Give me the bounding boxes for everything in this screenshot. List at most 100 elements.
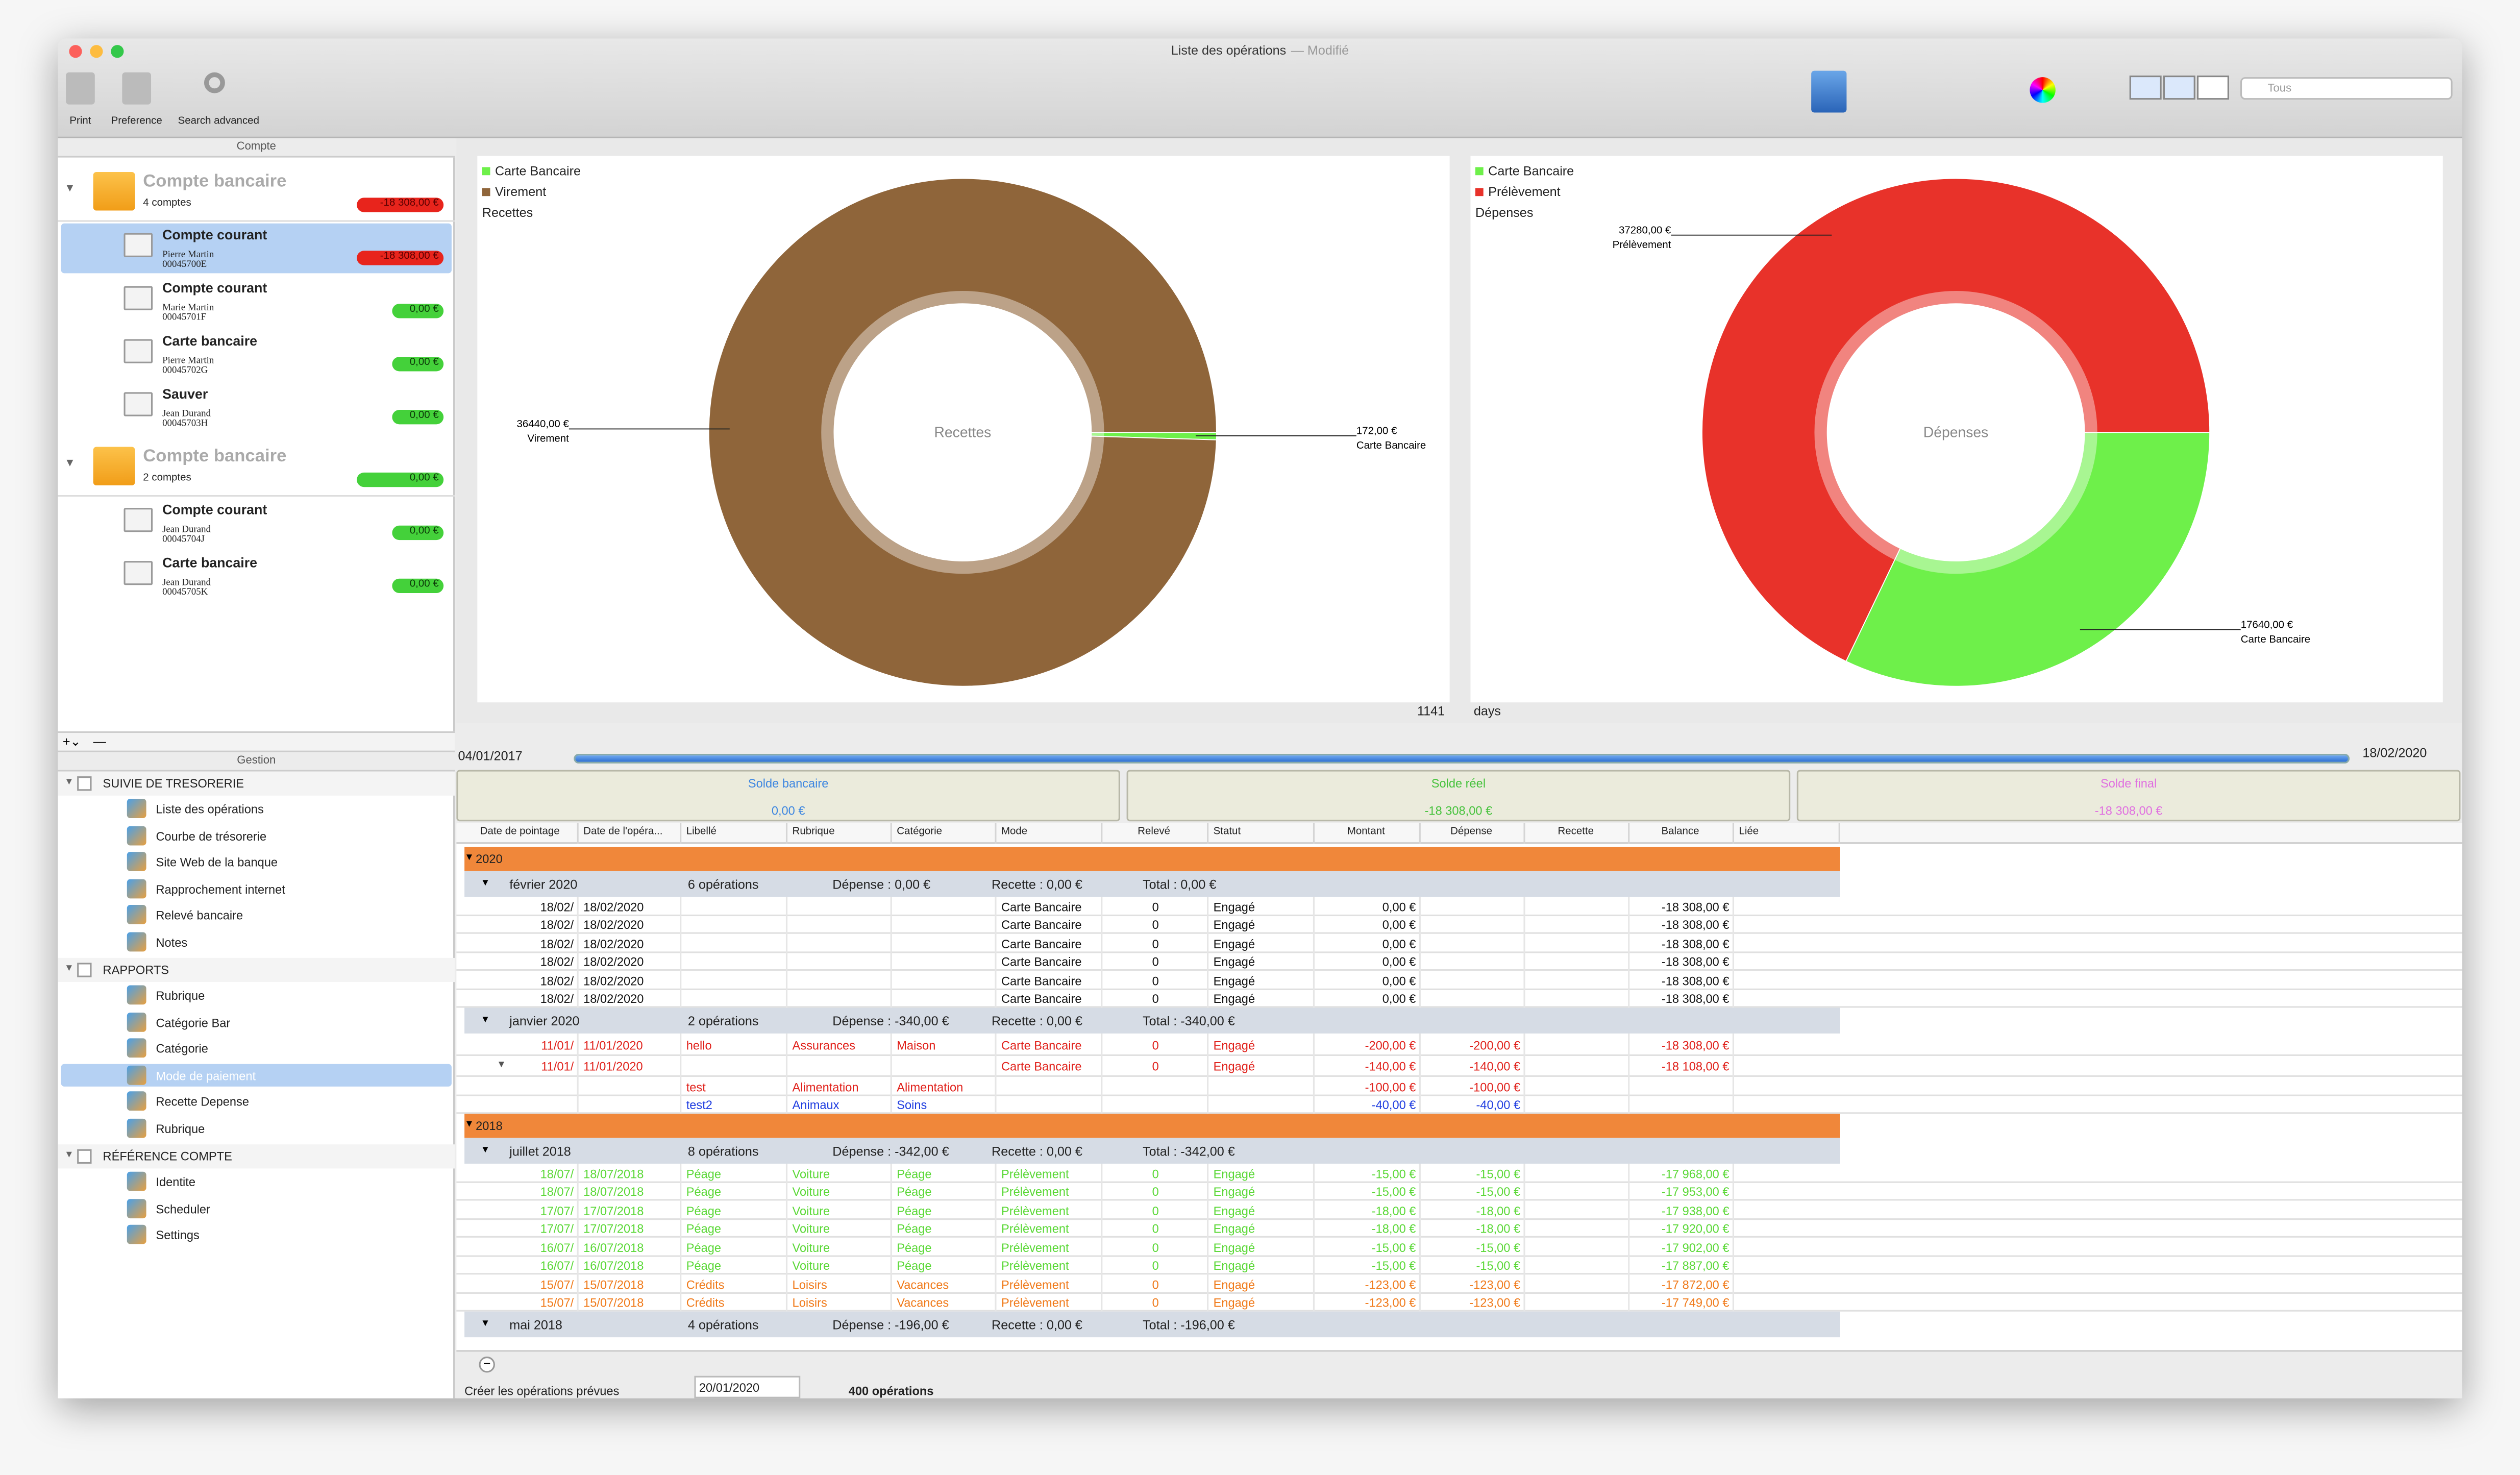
nav-item[interactable]: Mode de paiement [156,1068,256,1083]
color-wheel[interactable] [2030,77,2056,103]
nav-item[interactable]: Rapprochement internet [156,881,285,896]
data-row[interactable] [456,897,2462,916]
column-header[interactable]: Mode [1001,826,1028,838]
toolbar-label[interactable]: Search advanced [178,115,259,127]
data-row[interactable] [456,1055,2462,1077]
data-row[interactable] [456,952,2462,971]
column-header[interactable]: Relevé [1138,826,1170,838]
column-header[interactable]: Montant [1347,826,1385,838]
toolbar-icon[interactable] [122,72,152,105]
column-divider [1207,823,1209,844]
nav-item[interactable]: Identite [156,1175,195,1190]
toolbar-label[interactable]: Preference [111,115,162,127]
data-row[interactable] [456,971,2462,990]
range-start[interactable]: 04/01/2017 [458,749,523,764]
cell-divider [1207,1164,1209,1183]
data-row[interactable] [456,1293,2462,1312]
view-toggle[interactable] [2163,76,2195,100]
data-row[interactable] [456,1238,2462,1257]
column-header[interactable]: Statut [1213,826,1241,838]
data-row[interactable] [456,1256,2462,1275]
cell: Maison [897,1037,936,1052]
column-divider [995,823,997,844]
date-field[interactable]: 20/01/2020 [694,1375,801,1398]
data-row[interactable] [456,1164,2462,1183]
cell: Carte Bancaire [1001,973,1082,988]
cell-divider [785,1182,788,1201]
cell: Péage [686,1184,722,1199]
nav-item[interactable]: Liste des opérations [156,802,264,817]
nav-item[interactable]: Site Web de la banque [156,855,278,870]
data-row[interactable] [456,1274,2462,1293]
account-holder: Jean Durand [162,525,211,535]
calculator-icon[interactable] [1811,70,1847,113]
close-button[interactable] [69,45,82,58]
add-button[interactable]: +⌄ [62,734,81,749]
cell-divider [1523,1164,1525,1183]
view-toggle[interactable] [2129,76,2162,100]
nav-item[interactable]: Catégorie Bar [156,1015,231,1030]
cell-divider [995,1200,997,1219]
range-slider[interactable] [574,753,2350,764]
item-icon [127,1038,146,1058]
cell-divider [1207,971,1209,990]
cell: Engagé [1213,918,1255,932]
data-row[interactable] [456,1034,2462,1055]
view-toggle[interactable] [2196,76,2229,100]
nav-item[interactable]: Settings [156,1227,200,1243]
cell: -18 308,00 € [1661,918,1730,932]
checkbox[interactable] [77,1149,92,1164]
minimize-button[interactable] [90,45,103,58]
data-row[interactable] [456,1219,2462,1238]
column-header[interactable]: Date de l'opéra... [583,826,663,838]
range-end[interactable]: 18/02/2020 [2362,746,2427,760]
cell: Carte Bancaire [1001,899,1082,914]
data-row[interactable] [456,915,2462,934]
data-row[interactable] [456,934,2462,952]
toolbar-icon[interactable] [66,72,95,105]
nav-item[interactable]: Courbe de trésorerie [156,828,267,843]
nav-item[interactable]: Rubrique [156,988,205,1003]
data-row[interactable] [456,989,2462,1008]
cell-divider [577,971,579,990]
cell-divider [1732,915,1734,934]
cell: 0 [1152,1059,1159,1074]
footer-action[interactable]: Créer les opérations prévues [464,1384,620,1398]
nav-item[interactable]: Rubrique [156,1121,205,1136]
data-row[interactable] [456,1095,2462,1114]
toolbar-label[interactable]: Print [69,115,91,127]
column-header[interactable]: Libellé [686,826,717,838]
nav-item[interactable]: Notes [156,935,188,949]
column-header[interactable]: Rubrique [792,826,835,838]
cell-divider [680,1095,682,1114]
column-header[interactable]: Balance [1661,826,1699,838]
column-header[interactable]: Date de pointage [480,826,560,838]
item-icon [127,878,146,898]
column-header[interactable]: Liée [1739,826,1759,838]
cell: 0 [1152,954,1159,969]
remove-button[interactable]: – [479,1356,495,1373]
data-row[interactable] [456,1182,2462,1201]
data-row[interactable] [456,1077,2462,1096]
nav-item[interactable]: Scheduler [156,1201,210,1216]
cell: 18/02/ [540,954,574,969]
nav-item[interactable]: Recette Depense [156,1094,249,1109]
cell-divider [1207,952,1209,971]
checkbox[interactable] [77,776,92,791]
cell: Prélèvement [1001,1258,1069,1273]
toolbar-icon[interactable] [204,72,225,93]
nav-item[interactable]: Relevé bancaire [156,908,243,923]
search-field[interactable]: Tous [2240,77,2453,100]
data-row[interactable] [456,1200,2462,1219]
account-holder: Pierre Martin [162,357,214,367]
cell-divider [995,1256,997,1275]
column-header[interactable]: Dépense [1450,826,1493,838]
item-icon [127,985,146,1005]
column-header[interactable]: Recette [1558,826,1594,838]
checkbox[interactable] [77,963,92,977]
column-header[interactable]: Catégorie [897,826,943,838]
zoom-button[interactable] [111,45,124,58]
cell-divider [680,1293,682,1312]
remove-button[interactable]: — [93,734,106,749]
nav-item[interactable]: Catégorie [156,1041,208,1056]
